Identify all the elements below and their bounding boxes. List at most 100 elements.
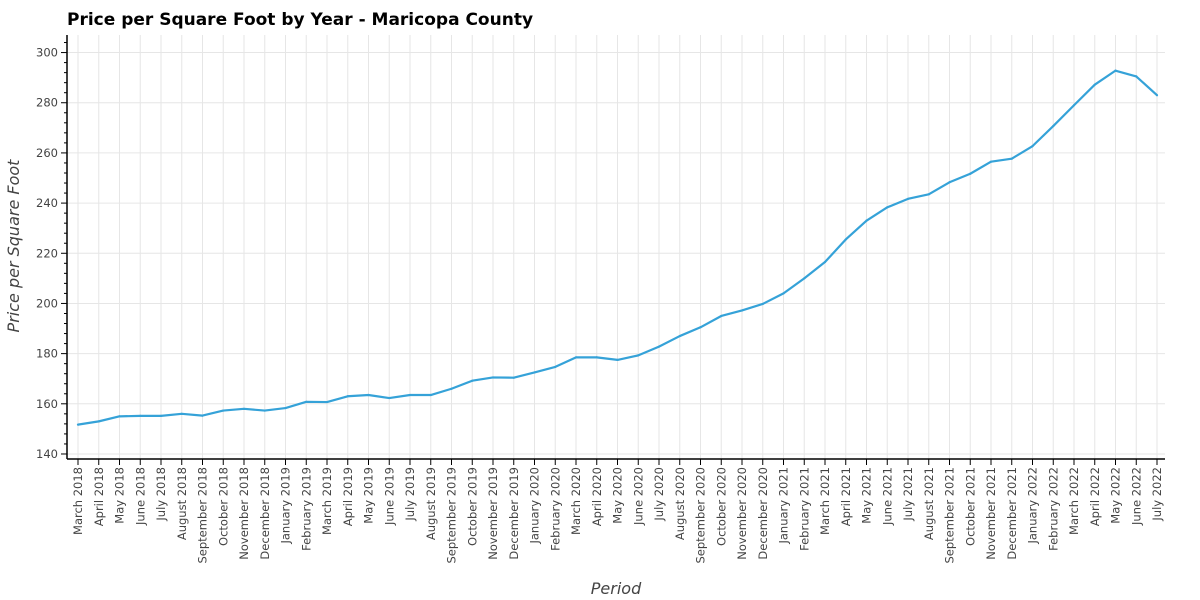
x-tick-label: January 2020 <box>528 467 542 545</box>
x-tick-label: July 2021 <box>901 467 915 522</box>
y-tick-label: 260 <box>36 146 58 160</box>
data-point <box>533 371 536 374</box>
data-point <box>512 376 515 379</box>
x-tick-label: July 2019 <box>403 467 417 522</box>
data-point <box>1093 83 1096 86</box>
x-tick-label: March 2019 <box>320 467 334 535</box>
grid <box>67 35 1165 459</box>
x-tick-label: June 2019 <box>382 467 396 526</box>
data-point <box>97 420 100 423</box>
data-point <box>803 277 806 280</box>
x-tick-label: January 2019 <box>279 467 293 545</box>
x-tick-label: January 2022 <box>1026 467 1040 545</box>
x-tick-label: July 2018 <box>154 467 168 522</box>
data-point <box>491 376 495 379</box>
data-point <box>325 400 329 404</box>
data-point <box>180 412 183 415</box>
data-point <box>844 238 847 241</box>
data-point <box>408 393 412 397</box>
data-point <box>637 354 640 357</box>
x-tick-label: May 2022 <box>1109 467 1123 524</box>
data-point <box>1031 145 1034 148</box>
series-layer <box>76 69 1159 426</box>
data-point <box>657 345 661 348</box>
data-point <box>948 181 951 184</box>
y-tick-label: 280 <box>36 96 58 110</box>
data-point <box>118 415 121 418</box>
x-tick-label: February 2021 <box>797 467 811 551</box>
x-tick-label: September 2021 <box>943 467 957 564</box>
y-tick-label: 180 <box>36 347 58 361</box>
data-point <box>1155 94 1159 97</box>
x-tick-label: October 2018 <box>216 467 230 546</box>
x-tick-label: May 2018 <box>113 467 127 524</box>
data-point <box>554 365 557 369</box>
x-tick-label: August 2021 <box>922 467 936 540</box>
x-tick-label: August 2018 <box>175 467 189 540</box>
data-point <box>969 172 972 175</box>
y-tick-label: 220 <box>36 246 58 260</box>
x-tick-label: June 2020 <box>631 467 645 526</box>
data-point <box>1010 157 1013 160</box>
y-tick-label: 300 <box>36 46 58 60</box>
data-point <box>201 414 204 417</box>
data-point <box>761 302 764 306</box>
x-tick-label: March 2022 <box>1067 467 1081 535</box>
data-point <box>740 309 744 312</box>
x-tick-label: July 2022 <box>1150 467 1164 522</box>
x-tick-label: June 2018 <box>133 467 147 526</box>
data-point <box>595 356 598 359</box>
x-axis-label: Period <box>591 579 642 598</box>
data-point <box>1052 124 1055 128</box>
x-tick-label: December 2020 <box>756 467 770 560</box>
x-tick-label: November 2019 <box>486 467 500 560</box>
data-point <box>906 197 910 200</box>
x-tick-label: July 2020 <box>652 467 666 522</box>
data-point <box>367 393 370 397</box>
y-tick-label: 240 <box>36 196 58 210</box>
data-point <box>1114 69 1117 72</box>
data-point <box>865 219 868 222</box>
x-tick-label: April 2021 <box>839 467 853 526</box>
x-tick-label: April 2018 <box>92 467 106 526</box>
x-tick-label: August 2020 <box>673 467 687 540</box>
data-point <box>471 379 474 382</box>
x-tick-label: April 2020 <box>590 467 604 526</box>
data-point <box>429 393 432 397</box>
data-point <box>1135 75 1138 78</box>
x-tick-label: November 2021 <box>984 467 998 560</box>
data-point <box>678 334 681 338</box>
x-tick-label: October 2021 <box>963 467 977 546</box>
data-point <box>222 409 225 412</box>
x-tick-label: December 2021 <box>1005 467 1019 560</box>
x-tick-label: February 2019 <box>299 467 313 551</box>
x-tick-label: March 2021 <box>818 467 832 535</box>
x-tick-label: November 2018 <box>237 467 251 560</box>
y-axis-label: Price per Square Foot <box>4 159 23 333</box>
chart-title: Price per Square Foot by Year - Maricopa… <box>67 10 533 30</box>
data-point <box>699 326 702 329</box>
data-point <box>242 407 246 410</box>
x-tick-label: May 2019 <box>362 467 376 524</box>
data-point <box>720 314 723 318</box>
x-tick-label: November 2020 <box>735 467 749 560</box>
data-point <box>139 414 142 417</box>
x-tick-label: June 2021 <box>880 467 894 526</box>
x-tick-label: September 2018 <box>196 467 210 564</box>
data-point <box>989 160 993 163</box>
data-point <box>305 400 308 403</box>
x-tick-label: February 2022 <box>1046 467 1060 551</box>
x-tick-label: June 2022 <box>1129 467 1143 526</box>
x-tick-label: January 2021 <box>777 467 791 545</box>
data-point <box>450 387 453 390</box>
x-tick-label: December 2018 <box>258 467 272 560</box>
x-tick-label: October 2020 <box>714 467 728 546</box>
y-tick-label: 140 <box>36 447 58 461</box>
data-point <box>388 396 391 400</box>
y-tick-label: 160 <box>36 397 58 411</box>
x-tick-label: September 2019 <box>445 467 459 564</box>
data-point <box>159 414 163 417</box>
x-tick-label: August 2019 <box>424 467 438 540</box>
x-tick-label: May 2021 <box>860 467 874 524</box>
